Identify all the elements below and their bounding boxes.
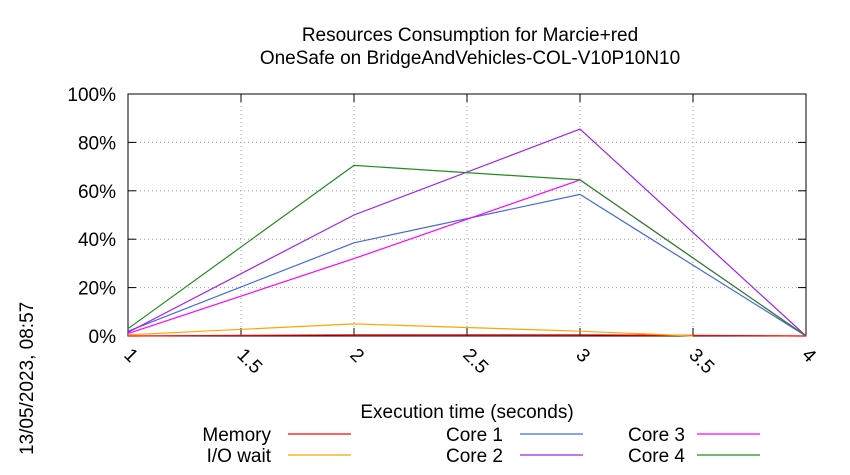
chart-subtitle: OneSafe on BridgeAndVehicles-COL-V10P10N… bbox=[260, 48, 680, 69]
legend-label-core-1: Core 1 bbox=[446, 425, 503, 446]
x-tick-label: 4 bbox=[797, 345, 820, 368]
series-line-core-2 bbox=[127, 128, 807, 337]
plot-border bbox=[127, 93, 807, 337]
legend-label-core-4: Core 4 bbox=[628, 446, 685, 467]
legend-label-core-2: Core 2 bbox=[446, 446, 503, 467]
x-tick-label: 2.5 bbox=[458, 345, 492, 379]
y-tick-label: 60% bbox=[78, 182, 116, 203]
y-tick-label: 20% bbox=[78, 279, 116, 300]
legend-label-core-3: Core 3 bbox=[628, 425, 685, 446]
legend-label-memory: Memory bbox=[202, 425, 271, 446]
y-tick-label: 40% bbox=[78, 230, 116, 251]
series-line-core-4 bbox=[127, 164, 807, 337]
chart-title: Resources Consumption for Marcie+red bbox=[302, 25, 638, 46]
y-axis: 0% 20% 40% 60% 80% 100% bbox=[67, 85, 806, 348]
grid bbox=[128, 94, 806, 336]
x-axis-label: Execution time (seconds) bbox=[360, 402, 573, 423]
series-line-core-1 bbox=[127, 193, 807, 337]
x-tick-label: 3 bbox=[571, 345, 593, 367]
y-tick-label: 80% bbox=[78, 133, 116, 154]
y-tick-label: 100% bbox=[67, 85, 116, 106]
x-tick-label: 1.5 bbox=[232, 345, 266, 379]
series-line-core-3 bbox=[127, 179, 807, 337]
x-tick-label: 2 bbox=[345, 345, 367, 367]
timestamp: 13/05/2023, 08:57 bbox=[17, 302, 38, 455]
x-tick-label: 1 bbox=[119, 345, 141, 367]
series-line-i-o-wait bbox=[127, 323, 694, 337]
legend-label-i-o-wait: I/O wait bbox=[207, 446, 272, 467]
y-tick-label: 0% bbox=[89, 327, 117, 348]
x-tick-label: 3.5 bbox=[684, 345, 718, 379]
series-lines bbox=[127, 128, 807, 337]
